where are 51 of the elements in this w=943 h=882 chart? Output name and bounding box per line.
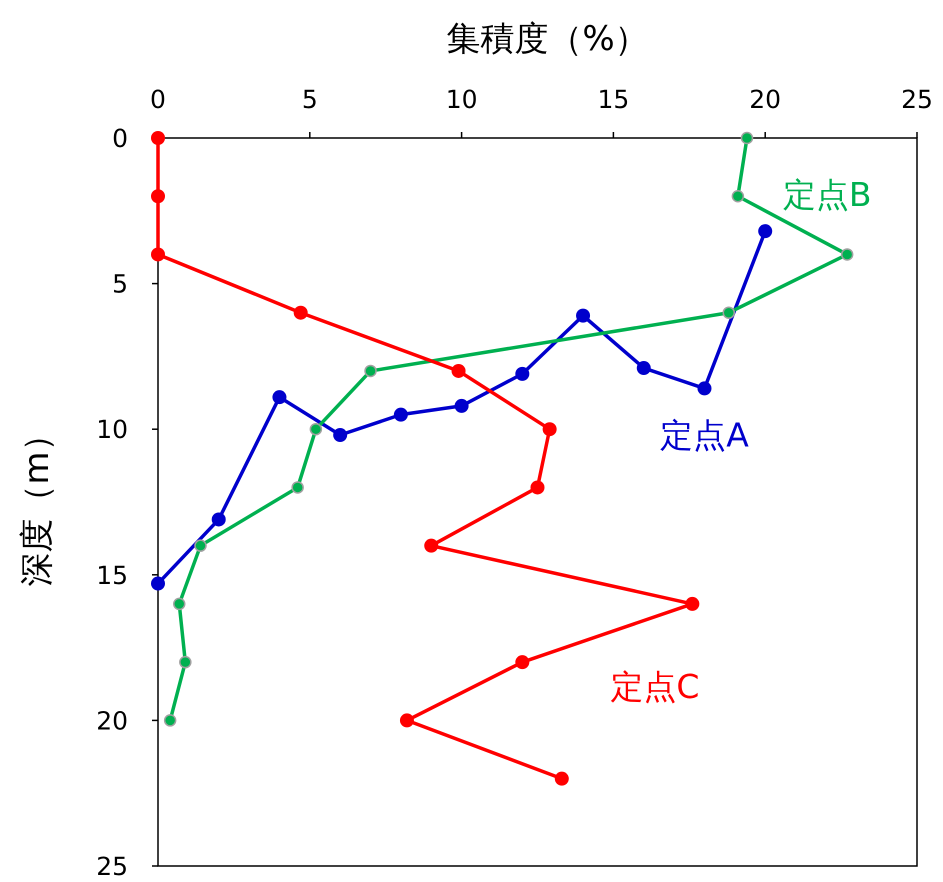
series-label: 定点C bbox=[610, 667, 700, 706]
point bbox=[576, 308, 590, 323]
point bbox=[740, 132, 754, 144]
point bbox=[424, 538, 438, 553]
point bbox=[732, 190, 744, 202]
point bbox=[291, 481, 304, 494]
point bbox=[697, 381, 712, 396]
point bbox=[515, 366, 530, 381]
point bbox=[173, 598, 186, 610]
point bbox=[179, 656, 192, 668]
series-label: 定点B bbox=[782, 175, 872, 214]
y-tick-label: 20 bbox=[96, 706, 128, 736]
point bbox=[310, 422, 322, 436]
x-tick-label: 25 bbox=[901, 85, 933, 114]
point bbox=[194, 539, 207, 552]
point bbox=[151, 189, 165, 204]
x-axis-title: 集積度（%） bbox=[446, 19, 649, 59]
point bbox=[758, 224, 772, 238]
x-tick-label: 10 bbox=[446, 85, 478, 114]
point bbox=[212, 512, 226, 526]
point bbox=[151, 131, 165, 145]
point bbox=[685, 596, 700, 611]
point bbox=[554, 772, 569, 786]
point bbox=[454, 398, 469, 413]
point bbox=[722, 306, 736, 319]
series-label: 定点A bbox=[660, 415, 750, 454]
point bbox=[840, 248, 854, 261]
x-tick-label: 0 bbox=[150, 85, 166, 114]
point bbox=[333, 428, 348, 442]
point bbox=[636, 361, 651, 376]
x-tick-label: 5 bbox=[302, 85, 318, 114]
y-axis-title: 深度（m） bbox=[17, 417, 57, 587]
point bbox=[364, 364, 377, 378]
point bbox=[151, 247, 165, 262]
point bbox=[530, 480, 544, 494]
point bbox=[400, 713, 414, 728]
point bbox=[294, 306, 308, 320]
point bbox=[394, 408, 408, 422]
y-tick-label: 0 bbox=[112, 124, 128, 153]
y-tick-label: 15 bbox=[96, 560, 128, 590]
point bbox=[164, 714, 176, 727]
point bbox=[515, 655, 530, 670]
point bbox=[452, 364, 466, 378]
point bbox=[542, 422, 557, 436]
y-tick-label: 25 bbox=[96, 852, 128, 881]
point bbox=[272, 390, 286, 404]
x-tick-label: 20 bbox=[749, 85, 782, 114]
y-tick-label: 10 bbox=[96, 415, 128, 444]
point bbox=[151, 576, 165, 591]
y-tick-label: 5 bbox=[112, 270, 128, 299]
x-tick-label: 15 bbox=[597, 85, 630, 114]
